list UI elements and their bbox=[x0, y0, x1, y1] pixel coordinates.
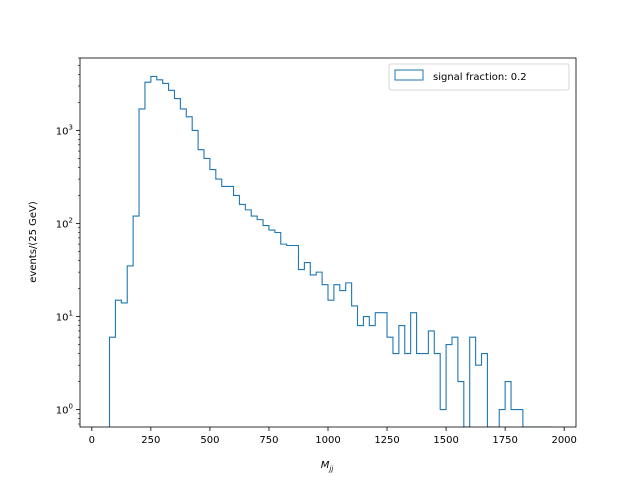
y-tick-label: 102 bbox=[56, 216, 73, 230]
legend-swatch bbox=[394, 69, 424, 81]
x-tick-label: 500 bbox=[200, 435, 219, 446]
x-tick-label: 0 bbox=[89, 435, 95, 446]
y-tick-label: 100 bbox=[56, 403, 73, 417]
legend: signal fraction: 0.2 bbox=[388, 63, 570, 91]
y-tick-label: 101 bbox=[56, 310, 73, 324]
x-tick-label: 750 bbox=[259, 435, 278, 446]
x-tick-label: 1750 bbox=[492, 435, 517, 446]
legend-frame bbox=[388, 63, 570, 91]
y-axis-label: events/(25 GeV) bbox=[28, 201, 39, 283]
x-tick-label: 2000 bbox=[551, 435, 576, 446]
x-tick-label: 1500 bbox=[433, 435, 458, 446]
x-axis-ticks: 0 250 500 750 1000 1250 1500 1750 2000 bbox=[89, 427, 577, 446]
x-tick-label: 250 bbox=[141, 435, 160, 446]
plot-frame bbox=[79, 57, 577, 428]
histogram-series bbox=[108, 75, 553, 427]
x-axis-label: Mjj bbox=[321, 460, 334, 473]
x-tick-label: 1250 bbox=[374, 435, 399, 446]
x-tick-label: 1000 bbox=[315, 435, 340, 446]
y-tick-label: 103 bbox=[56, 123, 73, 137]
histogram-step-line bbox=[108, 75, 553, 427]
y-axis-ticks: 100 101 102 103 bbox=[56, 57, 80, 425]
legend-label: signal fraction: 0.2 bbox=[433, 72, 527, 83]
